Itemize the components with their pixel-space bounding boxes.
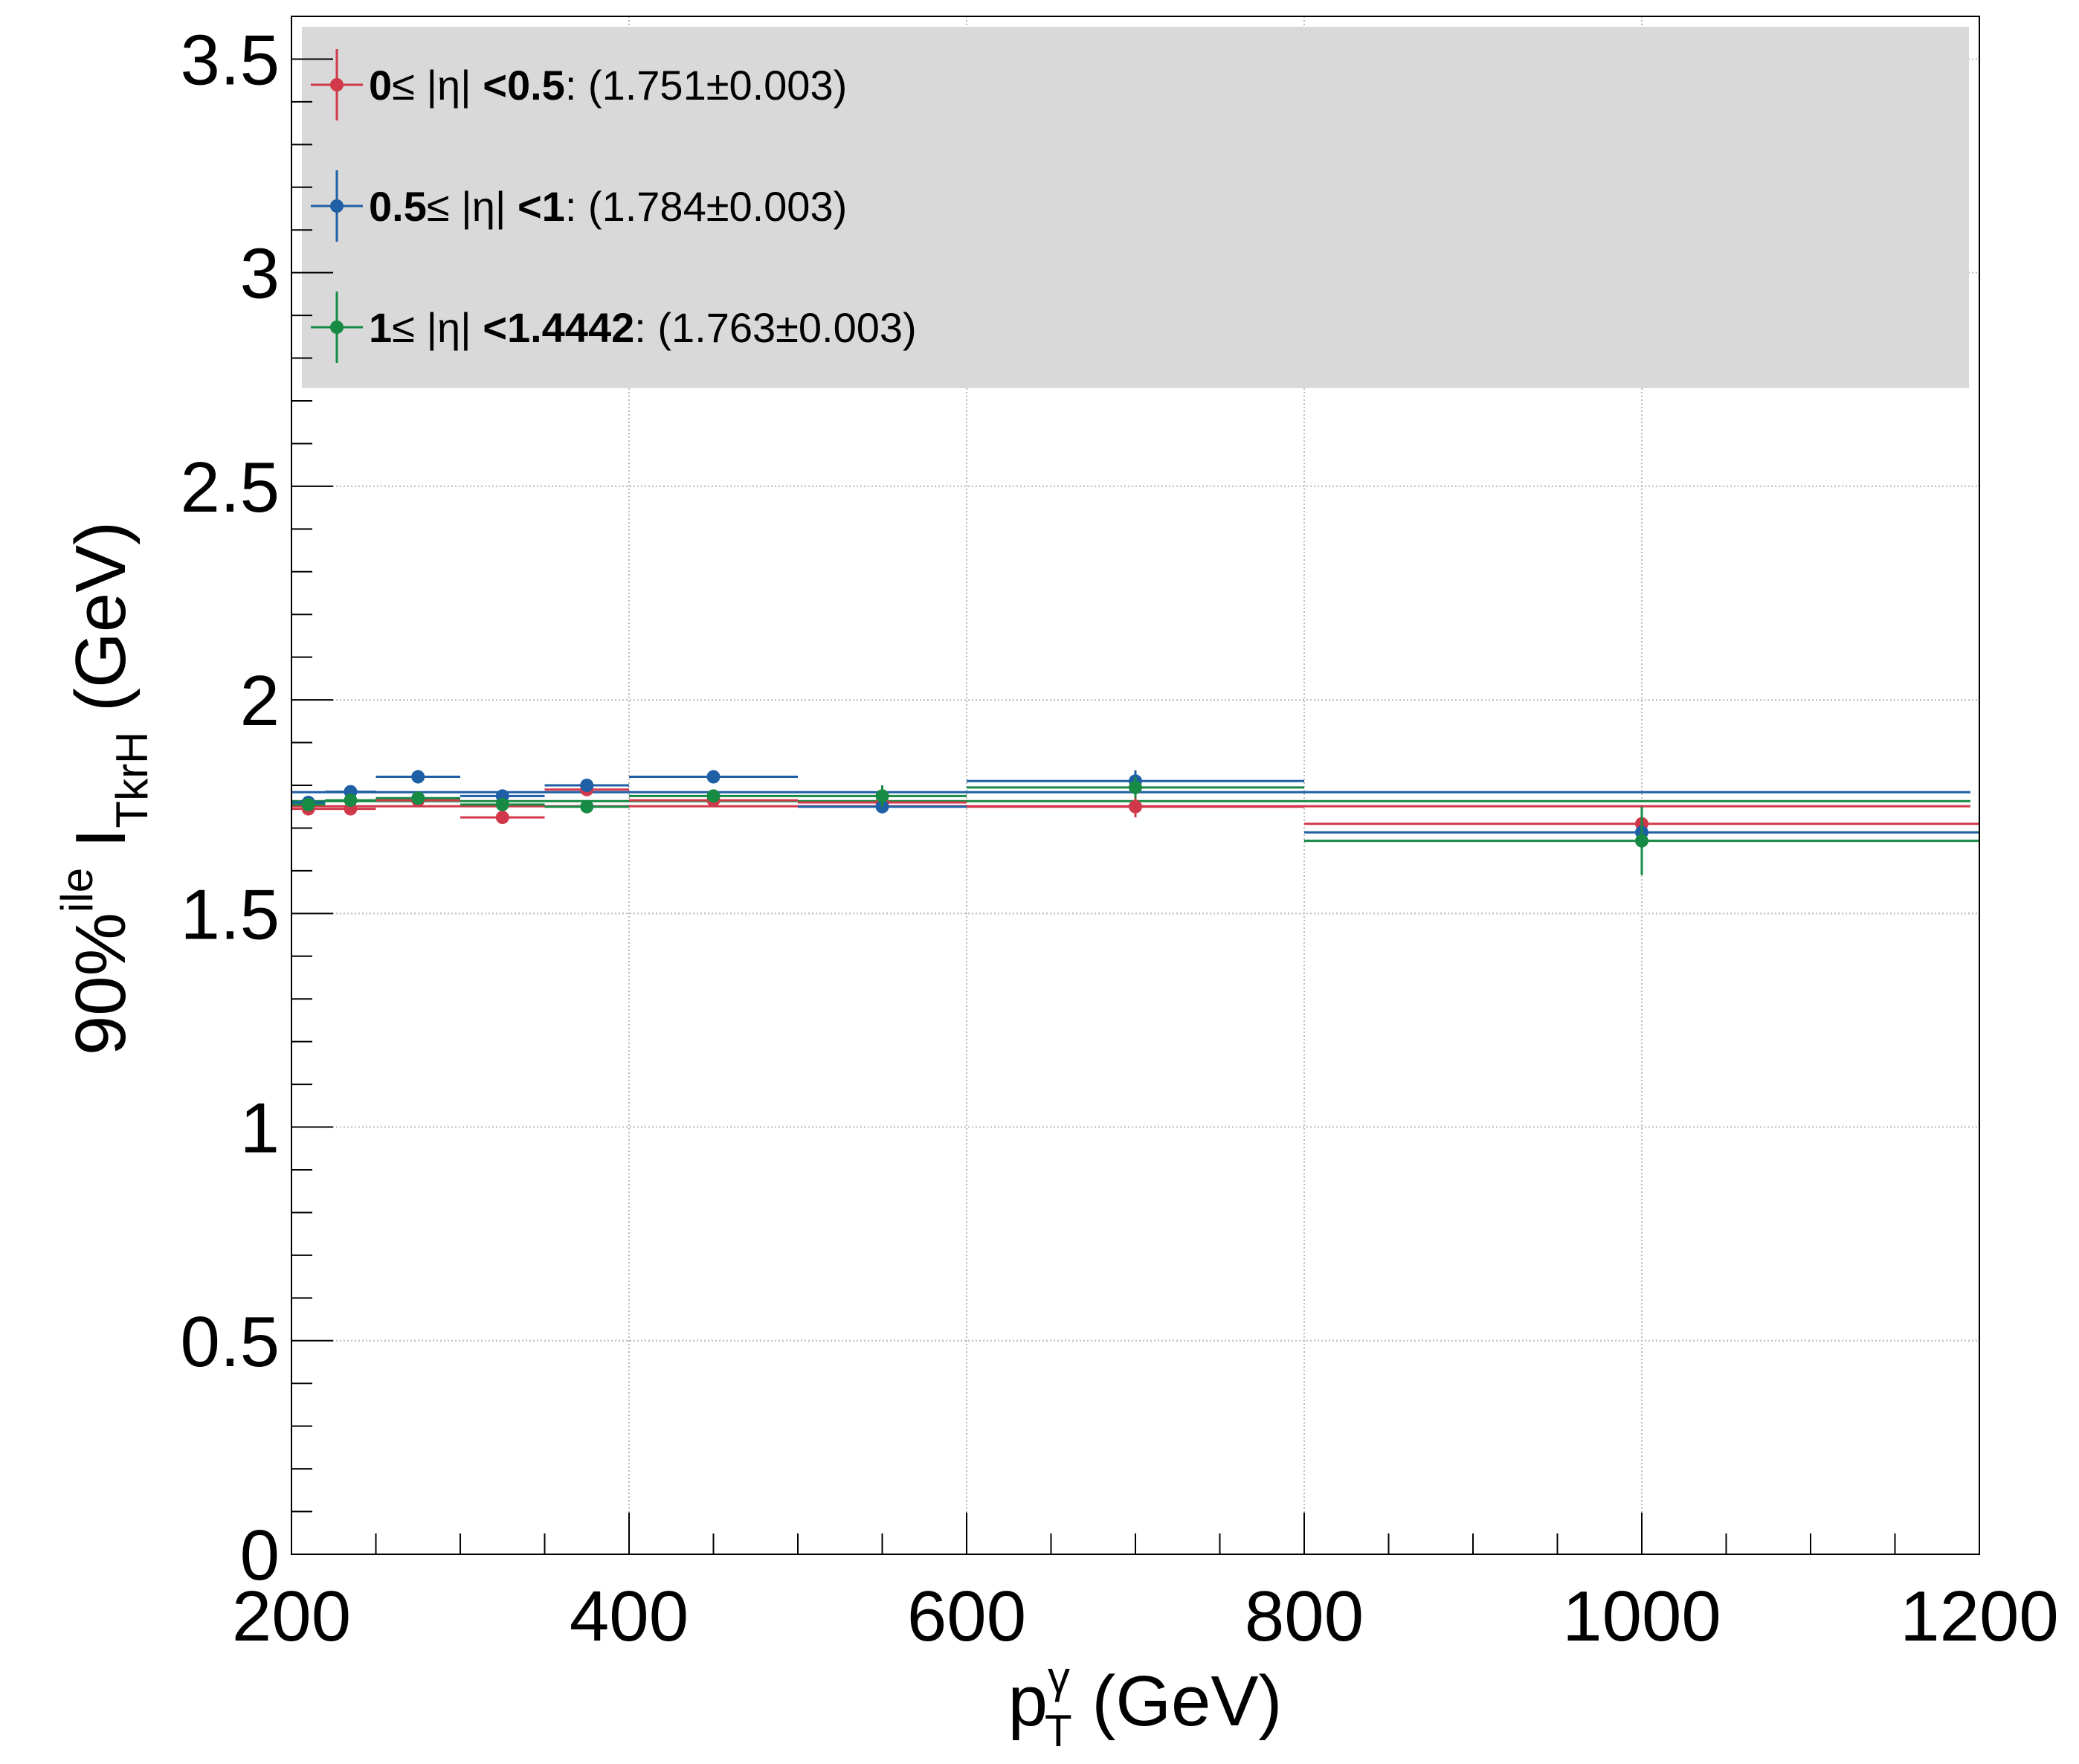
legend-marker-point bbox=[330, 321, 344, 334]
legend-marker-point bbox=[330, 78, 344, 91]
data-point bbox=[875, 789, 889, 803]
x-tick-label: 600 bbox=[907, 1577, 1026, 1656]
legend-fit-text: : (1.784±0.003) bbox=[565, 183, 847, 230]
legend-label-mid: ≤ |η| bbox=[392, 62, 483, 109]
series-points bbox=[291, 776, 1979, 875]
y-axis-label-sup: ile bbox=[52, 868, 102, 912]
legend-label: 0≤ |η| <0.5: (1.751±0.003) bbox=[369, 62, 847, 109]
data-point bbox=[344, 794, 358, 808]
axis-ticks-layer: 200 400 600 800 1000 1200 0 0.5 1 1.5 2 2.5 3 3.5 bbox=[181, 16, 2059, 1656]
data-point bbox=[1635, 834, 1648, 848]
x-tick-label: 1200 bbox=[1900, 1577, 2059, 1656]
legend-label-lo: 0 bbox=[369, 62, 392, 109]
x-tick-label: 400 bbox=[570, 1577, 689, 1656]
legend-label-hi: <1 bbox=[518, 183, 565, 230]
legend-label: 1≤ |η| <1.4442: (1.763±0.003) bbox=[369, 304, 917, 351]
legend-label: 0.5≤ |η| <1: (1.784±0.003) bbox=[369, 183, 847, 230]
y-axis-label-base: 90% bbox=[61, 912, 141, 1055]
data-point bbox=[411, 770, 425, 784]
legend-fit-text: : (1.751±0.003) bbox=[565, 62, 847, 109]
data-point bbox=[706, 789, 721, 803]
y-axis-label-unit: (GeV) bbox=[61, 521, 141, 732]
data-point bbox=[580, 799, 594, 814]
legend-label-mid: ≤ |η| bbox=[392, 304, 483, 351]
legend-marker-point bbox=[330, 199, 344, 213]
y-tick-label: 2 bbox=[240, 661, 280, 741]
data-point bbox=[1129, 799, 1142, 814]
x-tick-label: 800 bbox=[1245, 1577, 1364, 1656]
data-point bbox=[580, 779, 594, 792]
x-axis-label-base: p bbox=[1008, 1661, 1048, 1741]
legend-label-lo: 1 bbox=[369, 304, 392, 351]
y-tick-label: 2.5 bbox=[181, 448, 280, 527]
y-tick-label: 1.5 bbox=[181, 875, 280, 954]
data-point bbox=[495, 811, 509, 825]
data-point bbox=[301, 797, 315, 811]
legend: 0≤ |η| <0.5: (1.751±0.003)0.5≤ |η| <1: (… bbox=[311, 49, 917, 363]
y-axis-label-sub: TkrH bbox=[107, 732, 157, 828]
x-axis-label-sub: T bbox=[1045, 1706, 1072, 1756]
y-tick-label: 1 bbox=[240, 1089, 280, 1168]
x-axis-label: pγ T (GeV) bbox=[1008, 1652, 1283, 1756]
x-tick-label: 1000 bbox=[1562, 1577, 1721, 1656]
legend-label-hi: <0.5 bbox=[483, 62, 565, 109]
x-axis-label-unit: (GeV) bbox=[1072, 1661, 1283, 1741]
y-tick-label: 0.5 bbox=[181, 1302, 280, 1382]
y-tick-label: 3.5 bbox=[181, 20, 280, 100]
data-point bbox=[411, 791, 425, 805]
x-axis-label-sup: γ bbox=[1048, 1652, 1070, 1702]
x-tick-label: 200 bbox=[232, 1577, 351, 1656]
data-point bbox=[706, 770, 721, 784]
y-tick-label: 3 bbox=[240, 234, 280, 314]
legend-fit-text: : (1.763±0.003) bbox=[634, 304, 916, 351]
y-axis-label: 90%ile ITkrH (GeV) bbox=[52, 521, 157, 1055]
legend-box bbox=[302, 27, 1969, 388]
y-tick-label: 0 bbox=[240, 1516, 280, 1595]
legend-label-mid: ≤ |η| bbox=[427, 183, 518, 230]
y-axis-label-main: I bbox=[61, 828, 141, 868]
data-point bbox=[1129, 780, 1142, 794]
legend-label-lo: 0.5 bbox=[369, 183, 427, 230]
legend-label-hi: <1.4442 bbox=[483, 304, 634, 351]
data-points-layer bbox=[291, 770, 1979, 875]
data-point bbox=[495, 797, 509, 811]
